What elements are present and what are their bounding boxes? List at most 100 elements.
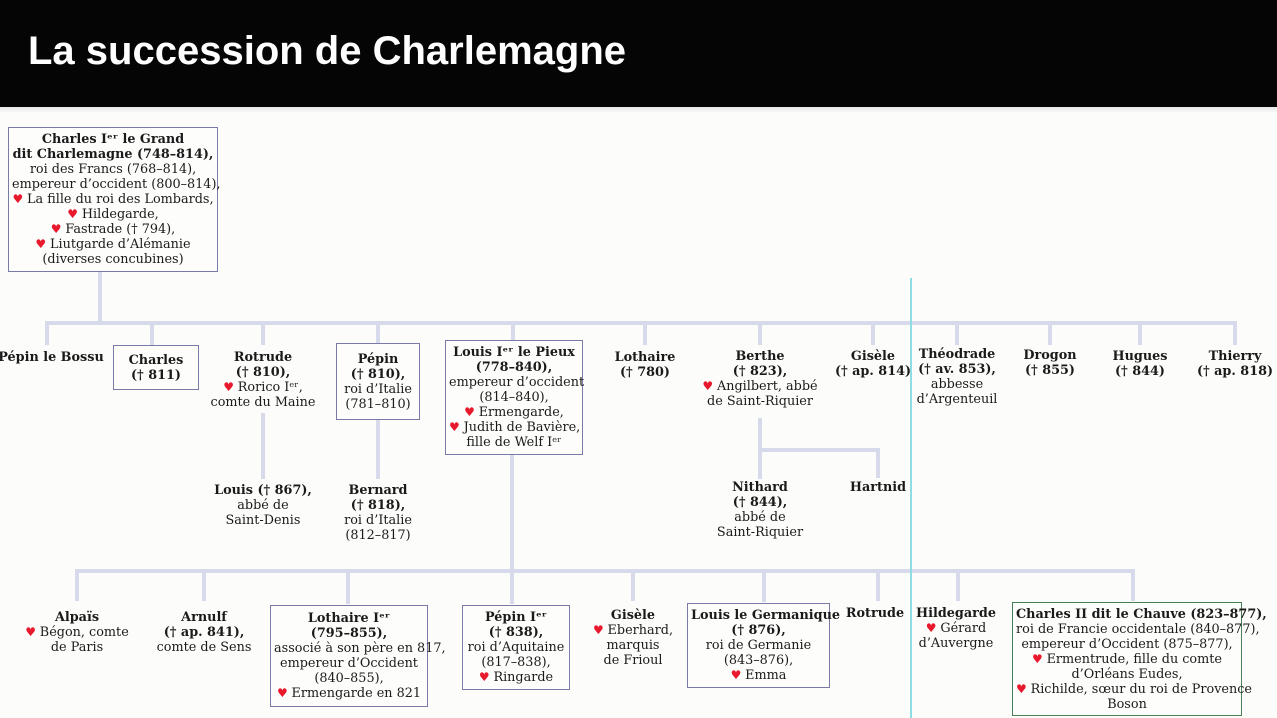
person-text-line: (812–817) xyxy=(345,528,411,543)
person-text-line: de Saint-Riquier xyxy=(707,394,813,409)
heart-icon: ♥ xyxy=(25,625,40,639)
person-node-rotrude-2: Rotrude xyxy=(835,606,915,621)
heart-icon: ♥ xyxy=(223,380,238,394)
hartnid-stub xyxy=(876,448,880,478)
stub-theodrade xyxy=(955,323,959,345)
person-text-line: Charles Iᵉʳ le Grand xyxy=(41,132,185,147)
person-text-line: Nithard xyxy=(732,480,788,495)
person-node-gisele: Gisèle († ap. 814) xyxy=(825,349,921,379)
person-text-line: ♥ Liutgarde d’Alémanie xyxy=(35,237,191,252)
stub-thierry xyxy=(1233,323,1237,345)
person-text-line: ♥ Gérard xyxy=(925,621,987,636)
person-text-line: roi d’Aquitaine xyxy=(467,640,565,655)
person-text-line: ♥ Ermentrude, fille du comte xyxy=(1032,651,1222,667)
stub-louis-le-pieux xyxy=(511,323,515,343)
gen3-rail xyxy=(75,569,1135,573)
person-text-line: († ap. 818) xyxy=(1196,364,1274,379)
person-text-line: abbesse xyxy=(930,377,984,392)
person-text-line: ♥ Angilbert, abbé xyxy=(702,379,818,394)
person-text-line: († 780) xyxy=(620,365,670,380)
person-text-line: d’Argenteuil xyxy=(916,392,998,407)
heart-icon: ♥ xyxy=(50,222,66,236)
stub-rotrude-2 xyxy=(876,571,880,601)
person-text-line: († 844) xyxy=(1115,364,1165,379)
person-text-line: ♥ Ermengarde, xyxy=(464,405,564,420)
stub-pepin-le-bossu xyxy=(45,323,49,345)
heart-icon: ♥ xyxy=(1032,651,1047,666)
person-node-drogon: Drogon († 855) xyxy=(1008,348,1092,378)
person-text-line: († 844), xyxy=(732,495,788,510)
person-text-line: ♥ Emma xyxy=(730,668,787,683)
stub-pepin-italie xyxy=(376,323,380,345)
person-text-line: Théodrade xyxy=(918,347,996,362)
stub-lothaire xyxy=(643,323,647,345)
gen2-rail xyxy=(45,321,1237,325)
person-text-line: Rotrude xyxy=(845,606,905,621)
stub-charles xyxy=(150,323,154,345)
person-text-line: Saint-Riquier xyxy=(716,525,804,540)
person-text-line: Pépin xyxy=(357,351,399,367)
heart-icon: ♥ xyxy=(925,621,941,635)
person-node-nithard: Nithard († 844), abbé de Saint-Riquier xyxy=(702,480,818,540)
person-text-line: Saint-Denis xyxy=(225,513,301,528)
title-bar: La succession de Charlemagne xyxy=(0,0,1277,107)
heart-icon: ♥ xyxy=(67,207,82,221)
person-text-line: († 876), xyxy=(731,623,786,638)
person-text-line: ♥ Ringarde xyxy=(478,670,554,685)
person-text-line: Lothaire xyxy=(614,350,676,365)
person-node-charles-2-le-chauve: Charles II dit le Chauve (823–877), roi d… xyxy=(1012,602,1267,716)
heart-icon: ♥ xyxy=(35,237,50,251)
page-title: La succession de Charlemagne xyxy=(28,29,627,73)
person-text-line: Alpaïs xyxy=(54,610,100,625)
person-text-line: Louis Iᵉʳ le Pieux xyxy=(453,345,575,360)
berthe-branch-rail xyxy=(758,448,880,452)
stub-rotrude xyxy=(261,323,265,345)
person-text-line: de Frioul xyxy=(603,653,663,668)
person-text-line: ♥ Rorico Iᵉʳ, xyxy=(223,380,303,395)
person-node-bernard: Bernard († 818), roi d’Italie (812–817) xyxy=(328,483,428,543)
person-text-line: ♥ Eberhard, xyxy=(592,623,674,638)
person-text-line: d’Orléans Eudes, xyxy=(1071,666,1183,682)
person-node-louis-germanique: Louis le Germanique († 876), roi de German… xyxy=(687,603,841,688)
person-text-line: dit Charlemagne (748–814), xyxy=(12,147,214,162)
person-text-line: Thierry xyxy=(1208,349,1262,364)
person-text-line: (840–855), xyxy=(314,671,384,686)
stub-gisele xyxy=(871,323,875,345)
person-node-lothaire: Lothaire († 780) xyxy=(600,350,690,380)
person-text-line: Boson xyxy=(1107,696,1147,712)
stub-pepin-1er xyxy=(510,571,514,604)
person-text-line: ♥ Bégon, comte xyxy=(25,625,129,640)
heart-icon: ♥ xyxy=(702,379,717,393)
person-text-line: (778–840), xyxy=(475,360,553,375)
stub-alpais xyxy=(75,571,79,601)
person-node-alpais: Alpaïs ♥ Bégon, comte de Paris xyxy=(18,610,136,655)
person-text-line: Hildegarde xyxy=(916,606,996,621)
stub-charles-2 xyxy=(1131,571,1135,601)
person-text-line: ♥ La fille du roi des Lombards, xyxy=(12,192,214,207)
person-text-line: Louis le Germanique xyxy=(691,608,841,623)
heart-icon: ♥ xyxy=(12,192,28,206)
heart-icon: ♥ xyxy=(464,405,479,419)
stub-berthe xyxy=(758,323,762,345)
pepin-italie-descender xyxy=(376,420,380,479)
person-text-line: Drogon xyxy=(1023,348,1077,363)
person-node-theodrade: Théodrade († av. 853), abbesse d’Argenteuil xyxy=(904,347,1010,407)
person-text-line: abbé de xyxy=(237,498,289,513)
person-node-pepin-le-bossu: Pépin le Bossu xyxy=(0,350,107,365)
person-node-hugues: Hugues († 844) xyxy=(1098,349,1182,379)
stub-louis-germanique xyxy=(762,571,766,602)
scan-artifact-line xyxy=(910,278,912,718)
person-node-gisele-frioul: Gisèle ♥ Eberhard, marquis de Frioul xyxy=(584,608,682,668)
person-text-line: Gisèle xyxy=(610,608,656,623)
heart-icon: ♥ xyxy=(478,670,494,684)
person-text-line: Rotrude xyxy=(233,350,293,365)
person-node-pepin-italie: Pépin († 810), roi d’Italie (781–810) xyxy=(336,343,420,420)
person-text-line: (814–840), xyxy=(479,390,549,405)
person-node-charlemagne: Charles Iᵉʳ le Grand dit Charlemagne (748… xyxy=(8,127,221,272)
person-text-line: ♥ Fastrade († 794), xyxy=(50,222,176,237)
person-text-line: (843–876), xyxy=(723,653,794,668)
stub-drogon xyxy=(1048,323,1052,345)
person-text-line: (diverses concubines) xyxy=(42,252,184,267)
heart-icon: ♥ xyxy=(449,420,464,434)
